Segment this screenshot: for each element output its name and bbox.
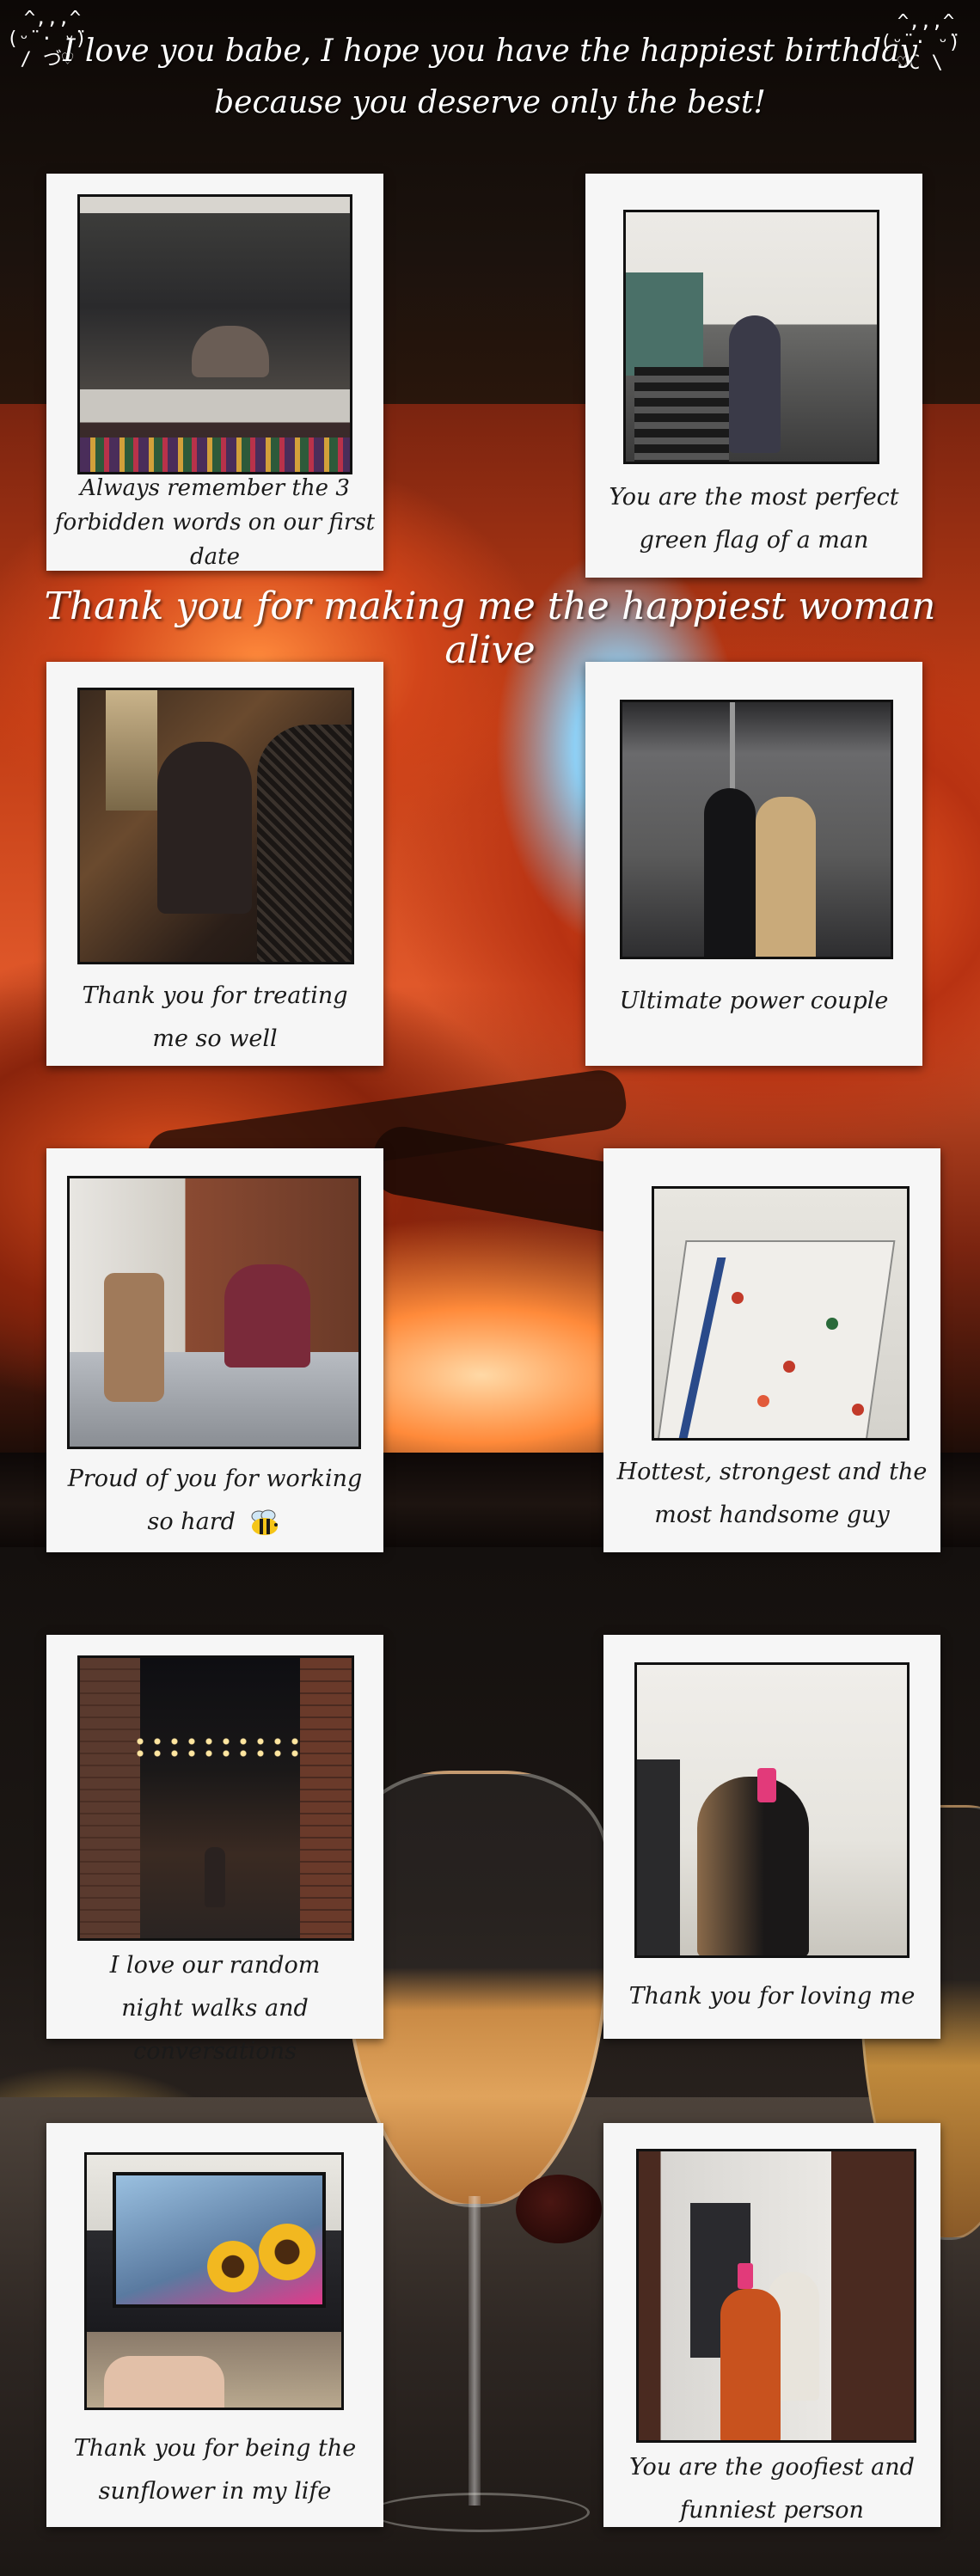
photo-detail <box>259 2224 315 2280</box>
polaroid-card: Ultimate power couple <box>585 662 922 1066</box>
bee-icon <box>251 1509 279 1535</box>
photo-detail <box>132 1735 303 1761</box>
polaroid-card: You are the goofiest and funniest person <box>603 2123 940 2527</box>
polaroid-caption: Thank you for treating me so well <box>46 975 383 1061</box>
polaroid-card: Always remember the 3 forbidden words on… <box>46 174 383 571</box>
photo-detail <box>852 1404 864 1416</box>
polaroid-card: Thank you for treating me so well <box>46 662 383 1066</box>
photo-bouldering <box>652 1186 910 1441</box>
caption-line: I love our random <box>109 1952 321 1979</box>
photo-detail <box>207 2241 259 2292</box>
caption-line: Proud of you for working <box>67 1465 363 1492</box>
caption-line: date <box>190 544 240 570</box>
polaroid-caption: Always remember the 3 forbidden words on… <box>46 471 383 574</box>
photo-detail <box>826 1318 838 1330</box>
photo-detail <box>104 1273 164 1402</box>
polaroid-caption: Proud of you for working so hard <box>46 1458 383 1544</box>
background-wine-glass-base <box>370 2493 590 2532</box>
photo-detail <box>756 797 816 957</box>
photo-detail <box>104 2356 224 2408</box>
photo-detail <box>192 326 269 377</box>
photo-elevator-mirror <box>620 700 893 959</box>
polaroid-card: I love our random night walks and conver… <box>46 1635 383 2065</box>
polaroid-caption: Thank you for loving me <box>603 1975 940 2018</box>
photo-detail <box>783 1361 795 1373</box>
photo-detail <box>80 437 350 472</box>
photo-detail <box>637 1759 680 1955</box>
photo-lego-sunflowers <box>84 2152 344 2410</box>
tagline: Thank you for making me the happiest wom… <box>44 584 936 672</box>
photo-detail <box>697 1777 809 1955</box>
polaroid-card: Thank you for being the sunflower in my … <box>46 2123 383 2527</box>
photo-detail <box>626 272 703 376</box>
caption-text: so hard <box>147 1508 236 1535</box>
caption-line: You are the most perfect <box>609 484 899 511</box>
caption-line: most handsome guy <box>654 1502 890 1528</box>
photo-detail <box>224 1264 310 1368</box>
photo-working-desk <box>67 1176 361 1449</box>
polaroid-card: Thank you for loving me <box>603 1635 940 2039</box>
caption-line: me so well <box>152 1025 278 1052</box>
kaomoji-cat-right: ^,,,^ (ᵕ̈ · ᵕ̈) ♡С \ <box>880 11 960 74</box>
polaroid-caption: You are the goofiest and funniest person <box>603 2446 940 2532</box>
caption-line: night walks and conversations <box>121 1995 309 2065</box>
caption-line: Thank you for loving me <box>628 1983 916 2010</box>
photo-train-selfie <box>77 194 352 474</box>
photo-detail <box>732 1292 744 1304</box>
caption-line: green flag of a man <box>639 527 869 554</box>
caption-line: sunflower in my life <box>98 2478 332 2505</box>
background-rose <box>516 2175 602 2243</box>
birthday-message: I love you babe, I hope you have the hap… <box>0 26 980 129</box>
caption-line: Always remember the 3 <box>80 475 350 501</box>
polaroid-caption: You are the most perfect green flag of a… <box>585 476 922 562</box>
photo-detail <box>157 742 252 914</box>
caption-line: so hard <box>46 1501 383 1544</box>
caption-line: Ultimate power couple <box>619 988 889 1014</box>
photo-detail <box>634 367 729 462</box>
caption-line: Thank you for being the <box>73 2435 357 2462</box>
photo-detail <box>720 2289 781 2440</box>
caption-line: forbidden words on our first <box>54 510 376 535</box>
polaroid-caption: I love our random night walks and conver… <box>46 1944 383 2073</box>
photo-detail <box>757 1768 776 1802</box>
polaroid-caption: Ultimate power couple <box>585 980 922 1023</box>
polaroid-card: Hottest, strongest and the most handsome… <box>603 1148 940 1552</box>
birthday-message-line-1: I love you babe, I hope you have the hap… <box>63 34 917 69</box>
photo-detail <box>205 1847 225 1907</box>
polaroid-caption: Thank you for being the sunflower in my … <box>46 2427 383 2513</box>
photo-detail <box>257 725 352 962</box>
photo-gym-selfie <box>623 210 879 464</box>
photo-restaurant <box>77 688 354 964</box>
photo-detail <box>704 788 756 957</box>
caption-line: You are the goofiest and <box>629 2454 915 2481</box>
photo-detail <box>757 1395 769 1407</box>
photo-mirror-hug <box>634 1662 910 1958</box>
photo-detail <box>80 1658 140 1938</box>
kaomoji-cat-left: ^,,,^ (ᵕ̈ · ᵕ̈) / づ♡ <box>7 8 87 70</box>
polaroid-card: Proud of you for working so hard <box>46 1148 383 1552</box>
birthday-message-line-2: because you deserve only the best! <box>214 85 766 120</box>
photo-detail <box>729 315 781 453</box>
caption-line: Thank you for treating <box>82 982 348 1009</box>
photo-detail <box>106 690 157 811</box>
photo-store-mirror <box>636 2149 916 2443</box>
background-wine-glass-stem <box>469 2196 481 2506</box>
photo-detail <box>738 2263 753 2289</box>
caption-line: Hottest, strongest and the <box>616 1459 928 1485</box>
photo-detail <box>300 1658 352 1938</box>
caption-line: funniest person <box>680 2497 864 2524</box>
polaroid-card: You are the most perfect green flag of a… <box>585 174 922 578</box>
photo-night-alley <box>77 1655 354 1941</box>
polaroid-caption: Hottest, strongest and the most handsome… <box>603 1451 940 1537</box>
